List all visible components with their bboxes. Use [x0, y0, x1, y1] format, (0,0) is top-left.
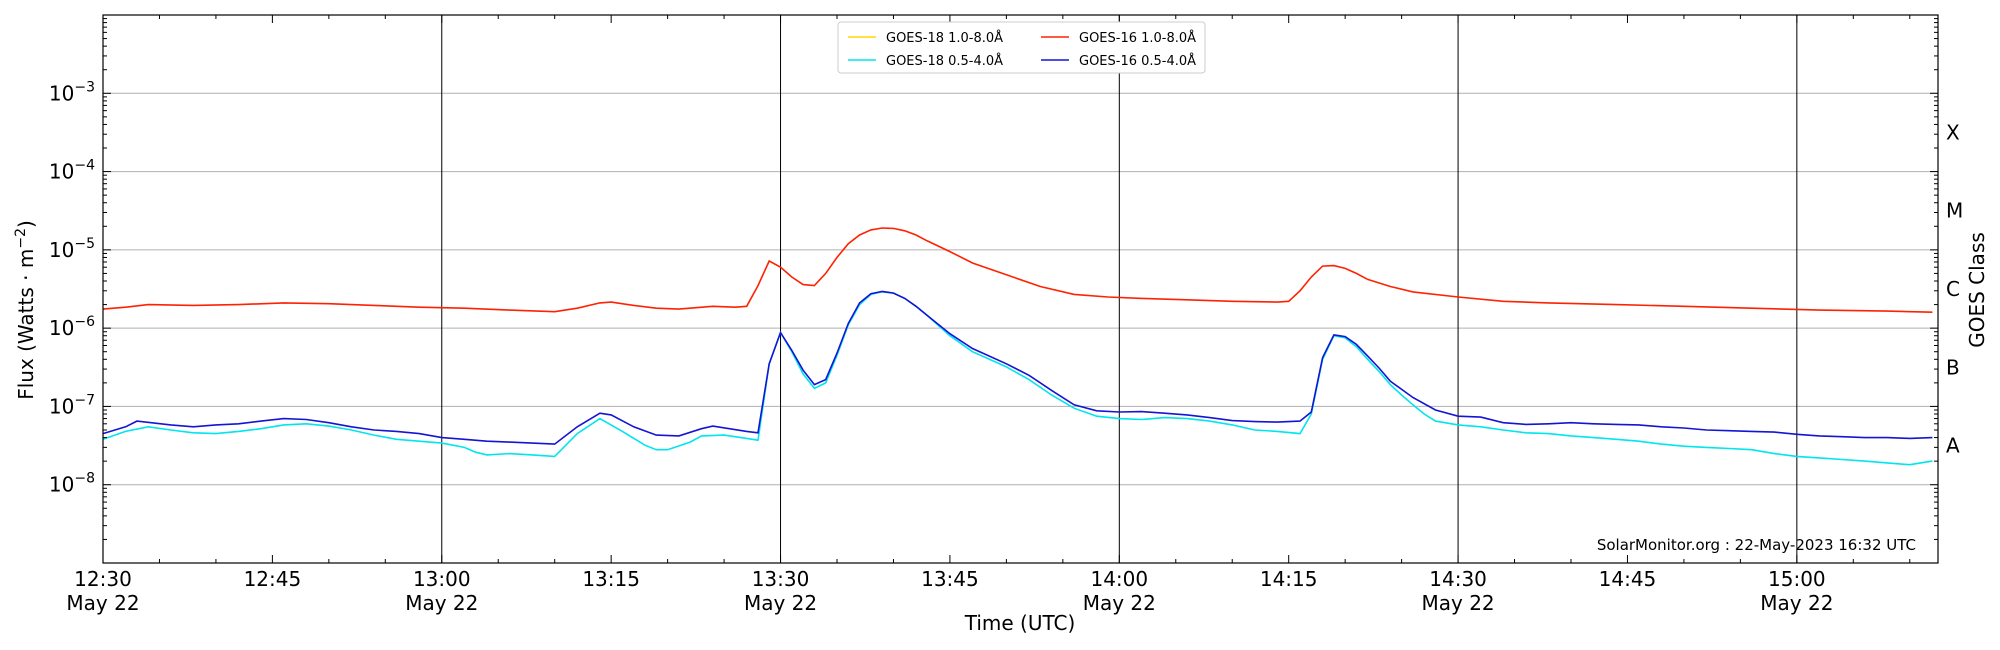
series-line-1 [102, 291, 1933, 466]
legend-label-0: GOES-18 1.0-8.0Å [886, 30, 1003, 46]
x-tick-label: 14:30 [1429, 567, 1487, 591]
goes-class-label-c: C [1946, 277, 1960, 301]
y-tick-label: 10−7 [49, 392, 95, 418]
y-tick-label: 10−6 [49, 314, 95, 340]
x-axis-label: Time (UTC) [964, 611, 1076, 635]
x-tick-date-label: May 22 [66, 591, 139, 615]
y-tick-label: 10−8 [49, 471, 95, 497]
goes-class-label-x: X [1946, 120, 1960, 144]
goes-class-label-b: B [1946, 355, 1960, 379]
y-tick-label: 10−4 [49, 158, 95, 184]
x-tick-label: 14:45 [1599, 567, 1657, 591]
series-line-2 [102, 227, 1933, 313]
x-tick-label: 12:45 [244, 567, 302, 591]
x-tick-label: 13:45 [921, 567, 979, 591]
goes-class-axis-label: GOES Class [1965, 232, 1989, 348]
goes-class-label-a: A [1946, 434, 1960, 458]
series-lines [102, 227, 1933, 466]
legend: GOES-18 1.0-8.0Å GOES-18 0.5-4.0Å GOES-16 … [837, 21, 1206, 74]
x-tick-date-label: May 22 [744, 591, 817, 615]
legend-label-2: GOES-16 1.0-8.0Å [1079, 30, 1196, 46]
legend-box [837, 21, 1206, 74]
x-tick-label: 13:30 [752, 567, 810, 591]
y-tick-label: 10−3 [49, 79, 95, 105]
x-tick-date-label: May 22 [1760, 591, 1833, 615]
x-tick-label: 14:00 [1090, 567, 1148, 591]
y-axis-label: Flux (Watts · m−2) [13, 220, 38, 400]
goes-class-label-m: M [1946, 199, 1963, 223]
x-tick-date-label: May 22 [1083, 591, 1156, 615]
legend-label-1: GOES-18 0.5-4.0Å [886, 53, 1003, 69]
grid [103, 15, 1938, 563]
x-tick-label: 14:15 [1260, 567, 1318, 591]
series-line-3 [102, 290, 1933, 445]
credit-text: SolarMonitor.org : 22-May-2023 16:32 UTC [1597, 536, 1916, 554]
x-tick-date-label: May 22 [1421, 591, 1494, 615]
y-tick-label: 10−5 [49, 236, 95, 262]
x-tick-date-label: May 22 [405, 591, 478, 615]
x-tick-label: 12:30 [74, 567, 132, 591]
x-tick-label: 15:00 [1768, 567, 1826, 591]
plot-frame [102, 14, 1939, 564]
x-tick-label: 13:15 [582, 567, 640, 591]
legend-label-3: GOES-16 0.5-4.0Å [1079, 53, 1196, 69]
x-tick-label: 13:00 [413, 567, 471, 591]
